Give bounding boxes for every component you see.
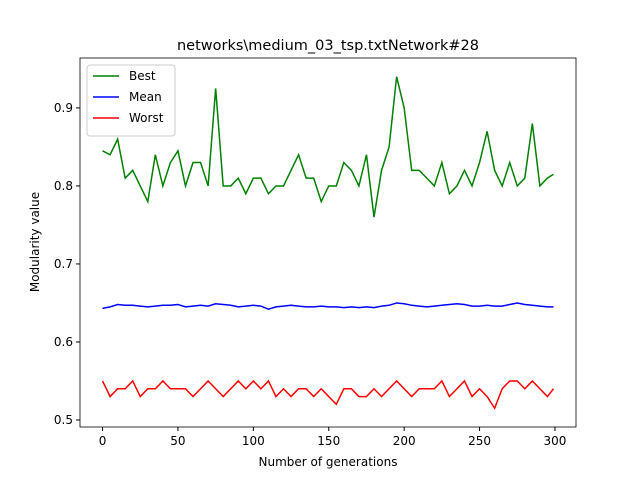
series-line [102, 76, 554, 218]
y-axis-label: Modularity value [28, 192, 42, 292]
x-tick-label: 300 [544, 434, 567, 448]
y-tick-label: 0.9 [54, 101, 73, 115]
x-tick-label: 150 [317, 434, 340, 448]
series-line [102, 302, 554, 310]
series-line [101, 379, 555, 410]
y-tick-label: 0.8 [54, 179, 73, 193]
y-tick-label: 0.7 [54, 257, 73, 271]
x-axis-label: Number of generations [259, 455, 398, 469]
legend-label: Best [129, 69, 156, 83]
x-tick-label: 50 [170, 434, 185, 448]
chart-title: networks\medium_03_tsp.txtNetwork#28 [177, 38, 479, 54]
legend-label: Mean [129, 90, 162, 104]
y-tick-label: 0.6 [54, 335, 73, 349]
plot-frame [79, 57, 577, 428]
x-tick-label: 100 [242, 434, 265, 448]
legend-label: Worst [129, 111, 164, 125]
x-tick-label: 200 [393, 434, 416, 448]
x-tick-label: 0 [99, 434, 107, 448]
x-tick-label: 250 [468, 434, 491, 448]
y-tick-label: 0.5 [54, 413, 73, 427]
